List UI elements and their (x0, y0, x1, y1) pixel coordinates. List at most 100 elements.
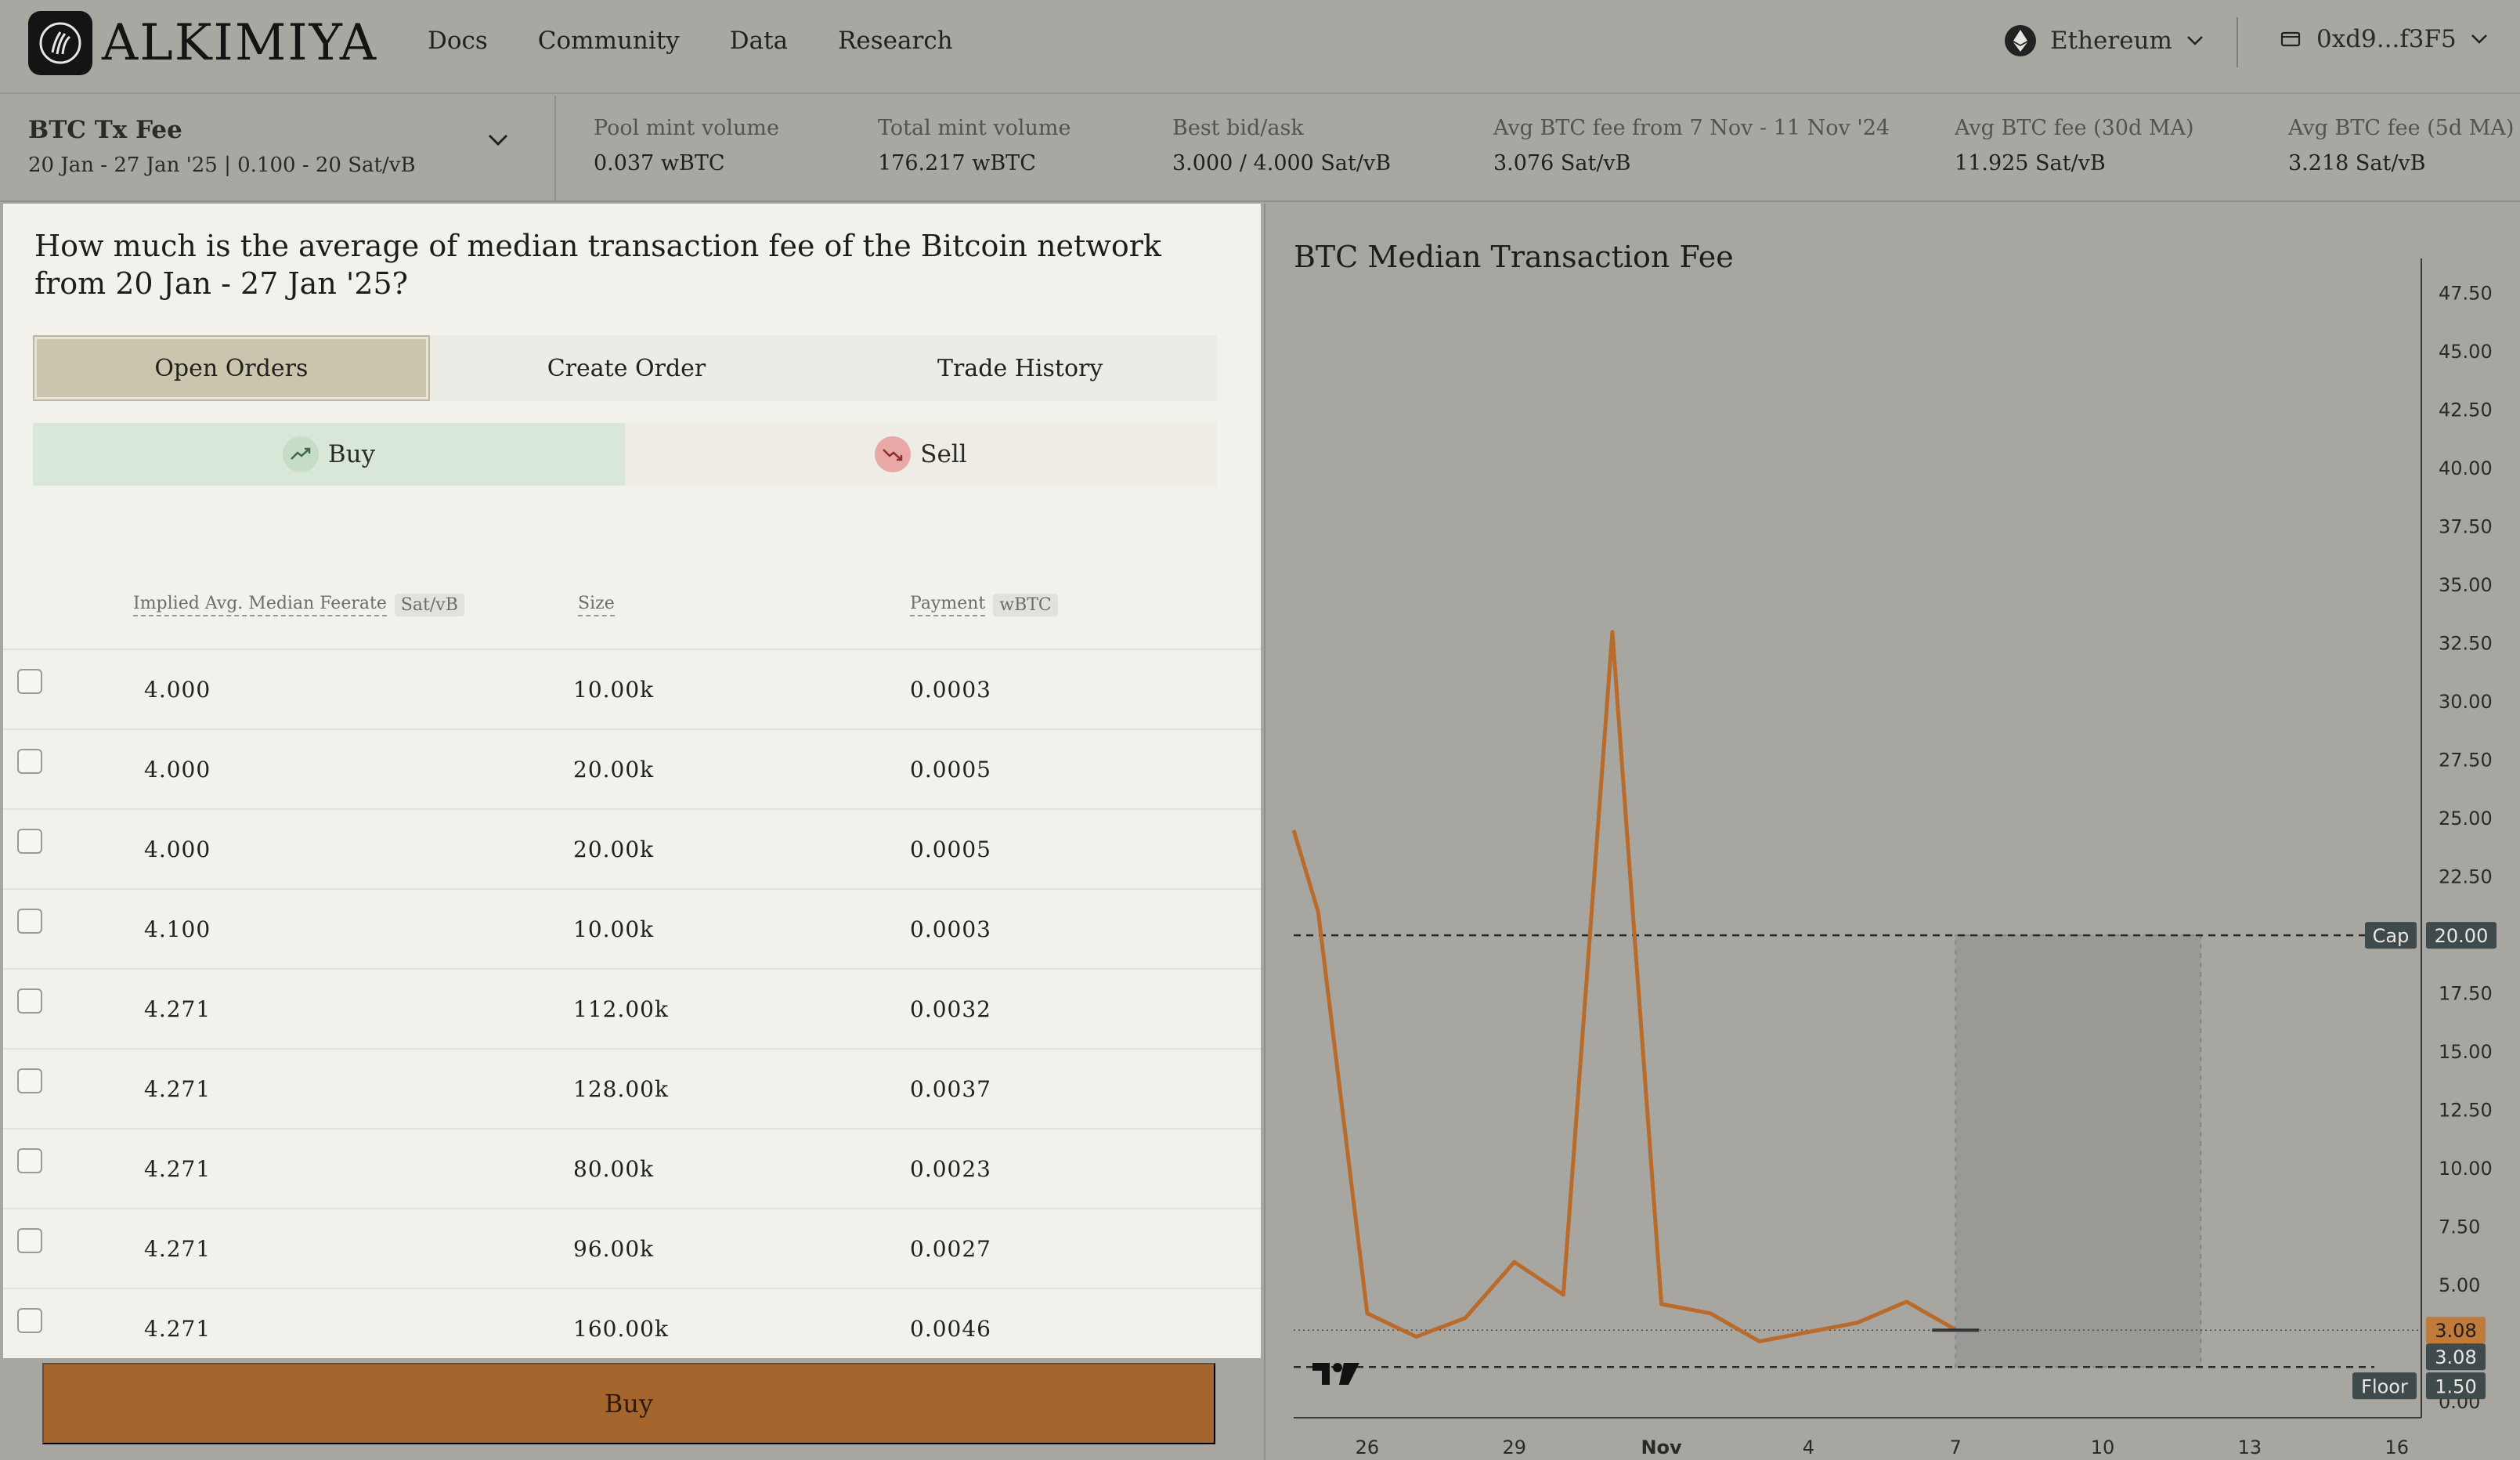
sell-side-label: Sell (920, 440, 967, 468)
x-tick-label: 10 (2091, 1437, 2115, 1458)
average-value-tag: 3.08 (2435, 1346, 2476, 1368)
tab-create-order[interactable]: Create Order (547, 354, 706, 382)
table-row[interactable]: 4.271 128.00k 0.0037 (3, 1050, 1261, 1129)
sell-side-button[interactable]: Sell (625, 423, 1217, 486)
stat-value: 0.037 wBTC (594, 151, 725, 175)
table-row[interactable]: 4.271 160.00k 0.0046 (3, 1289, 1261, 1358)
header-implied-feerate[interactable]: Implied Avg. Median Feerate Sat/vB (133, 594, 464, 616)
cell-feerate: 4.271 (144, 1076, 211, 1102)
top-navigation: ALKIMIYA Docs Community Data Research Et… (0, 0, 2520, 94)
cap-value-tag-bg (2426, 922, 2497, 949)
table-row[interactable]: 4.271 96.00k 0.0027 (3, 1209, 1261, 1289)
cell-feerate: 4.100 (144, 916, 211, 942)
buy-side-button[interactable]: Buy (33, 423, 625, 486)
stat-avg-fee-5d: Avg BTC fee (5d MA) 3.218 Sat/vB (2288, 116, 2514, 175)
table-row[interactable]: 4.000 20.00k 0.0005 (3, 730, 1261, 810)
series-line (1291, 630, 1957, 1344)
orders-table-header: Implied Avg. Median Feerate Sat/vB Size … (45, 580, 1251, 630)
market-name: BTC Tx Fee (28, 116, 182, 144)
cell-payment: 0.0037 (910, 1076, 991, 1102)
cell-feerate: 4.000 (144, 677, 211, 703)
nav-link-docs[interactable]: Docs (428, 27, 488, 55)
header-label: Payment (910, 594, 986, 616)
nav-link-data[interactable]: Data (729, 27, 789, 55)
cell-feerate: 4.000 (144, 757, 211, 782)
stat-avg-fee-range: Avg BTC fee from 7 Nov - 11 Nov '24 3.07… (1493, 116, 1890, 175)
wallet-address: 0xd9...f3F5 (2316, 25, 2457, 53)
cell-payment: 0.0046 (910, 1316, 991, 1342)
table-row[interactable]: 4.000 20.00k 0.0005 (3, 810, 1261, 890)
row-checkbox[interactable] (17, 988, 42, 1014)
row-checkbox[interactable] (17, 909, 42, 934)
x-tick-label: 7 (1950, 1437, 1962, 1458)
row-checkbox[interactable] (17, 1308, 42, 1333)
row-checkbox[interactable] (17, 1148, 42, 1173)
cell-feerate: 4.271 (144, 1236, 211, 1262)
stat-value: 3.218 Sat/vB (2288, 151, 2426, 175)
cap-value-tag: 20.00 (2435, 925, 2489, 947)
row-checkbox[interactable] (17, 1068, 42, 1093)
chevron-down-icon (488, 134, 508, 146)
table-row[interactable]: 4.271 80.00k 0.0023 (3, 1129, 1261, 1209)
y-tick-label: 32.50 (2439, 633, 2493, 655)
current-value-tag-bg (2426, 1317, 2486, 1344)
wallet-selector[interactable]: 0xd9...f3F5 (2280, 25, 2488, 53)
tradingview-logo-icon (1312, 1363, 1359, 1385)
fee-chart[interactable]: 47.5045.0042.5040.0037.5035.0032.5030.00… (1265, 204, 2520, 1460)
tab-trade-history[interactable]: Trade History (937, 354, 1103, 382)
cell-payment: 0.0027 (910, 1236, 991, 1262)
x-tick-label: Nov (1641, 1437, 1682, 1458)
average-value-tag-bg (2426, 1343, 2486, 1371)
chevron-down-icon (2187, 36, 2203, 45)
stat-total-mint-volume: Total mint volume 176.217 wBTC (878, 116, 1071, 175)
nav-divider (2237, 17, 2238, 67)
trending-down-icon (875, 436, 912, 472)
buy-button[interactable]: Buy (42, 1363, 1215, 1444)
current-value-tag: 3.08 (2435, 1320, 2476, 1342)
x-tick-label: 4 (1803, 1437, 1814, 1458)
y-tick-label: 17.50 (2439, 983, 2493, 1005)
ethereum-icon (2005, 25, 2036, 56)
x-tick-label: 16 (2385, 1437, 2409, 1458)
floor-label-tag-bg (2352, 1372, 2417, 1400)
row-checkbox[interactable] (17, 669, 42, 694)
y-tick-label: 10.00 (2439, 1158, 2493, 1180)
stat-value: 3.000 / 4.000 Sat/vB (1172, 151, 1392, 175)
nav-link-community[interactable]: Community (537, 27, 680, 55)
stat-value: 3.076 Sat/vB (1493, 151, 1631, 175)
y-tick-label: 35.00 (2439, 574, 2493, 596)
stat-value: 176.217 wBTC (878, 151, 1036, 175)
trending-up-icon (282, 436, 319, 472)
floor-value-tag: 1.50 (2435, 1375, 2476, 1397)
row-checkbox[interactable] (17, 829, 42, 854)
y-tick-label: 12.50 (2439, 1100, 2493, 1122)
header-size[interactable]: Size (578, 594, 615, 616)
cell-payment: 0.0005 (910, 757, 991, 782)
nav-link-research[interactable]: Research (838, 27, 953, 55)
table-row[interactable]: 4.100 10.00k 0.0003 (3, 890, 1261, 970)
row-checkbox[interactable] (17, 749, 42, 774)
table-row[interactable]: 4.000 10.00k 0.0003 (3, 650, 1261, 730)
brand-logo[interactable]: ALKIMIYA (28, 11, 377, 75)
y-tick-label: 42.50 (2439, 399, 2493, 421)
cell-size: 128.00k (573, 1076, 669, 1102)
stat-label: Avg BTC fee from 7 Nov - 11 Nov '24 (1493, 116, 1890, 140)
cell-size: 96.00k (573, 1236, 655, 1262)
y-tick-label: 47.50 (2439, 283, 2493, 305)
table-row[interactable]: 4.271 112.00k 0.0032 (3, 970, 1261, 1050)
cell-feerate: 4.271 (144, 996, 211, 1022)
trading-panel: How much is the average of median transa… (3, 204, 1261, 1358)
header-payment[interactable]: Payment wBTC (910, 594, 1058, 616)
stat-pool-mint-volume: Pool mint volume 0.037 wBTC (594, 116, 779, 175)
row-checkbox[interactable] (17, 1228, 42, 1253)
cell-size: 160.00k (573, 1316, 669, 1342)
tab-open-orders[interactable]: Open Orders (33, 335, 430, 401)
network-selector[interactable]: Ethereum (2005, 25, 2204, 56)
y-tick-label: 25.00 (2439, 808, 2493, 829)
market-selector[interactable]: BTC Tx Fee 20 Jan - 27 Jan '25 | 0.100 -… (0, 96, 556, 201)
y-tick-label: 7.50 (2439, 1216, 2480, 1238)
chevron-down-icon (2471, 34, 2487, 44)
cell-payment: 0.0003 (910, 677, 991, 703)
cell-payment: 0.0032 (910, 996, 991, 1022)
x-tick-label: 29 (1502, 1437, 1526, 1458)
